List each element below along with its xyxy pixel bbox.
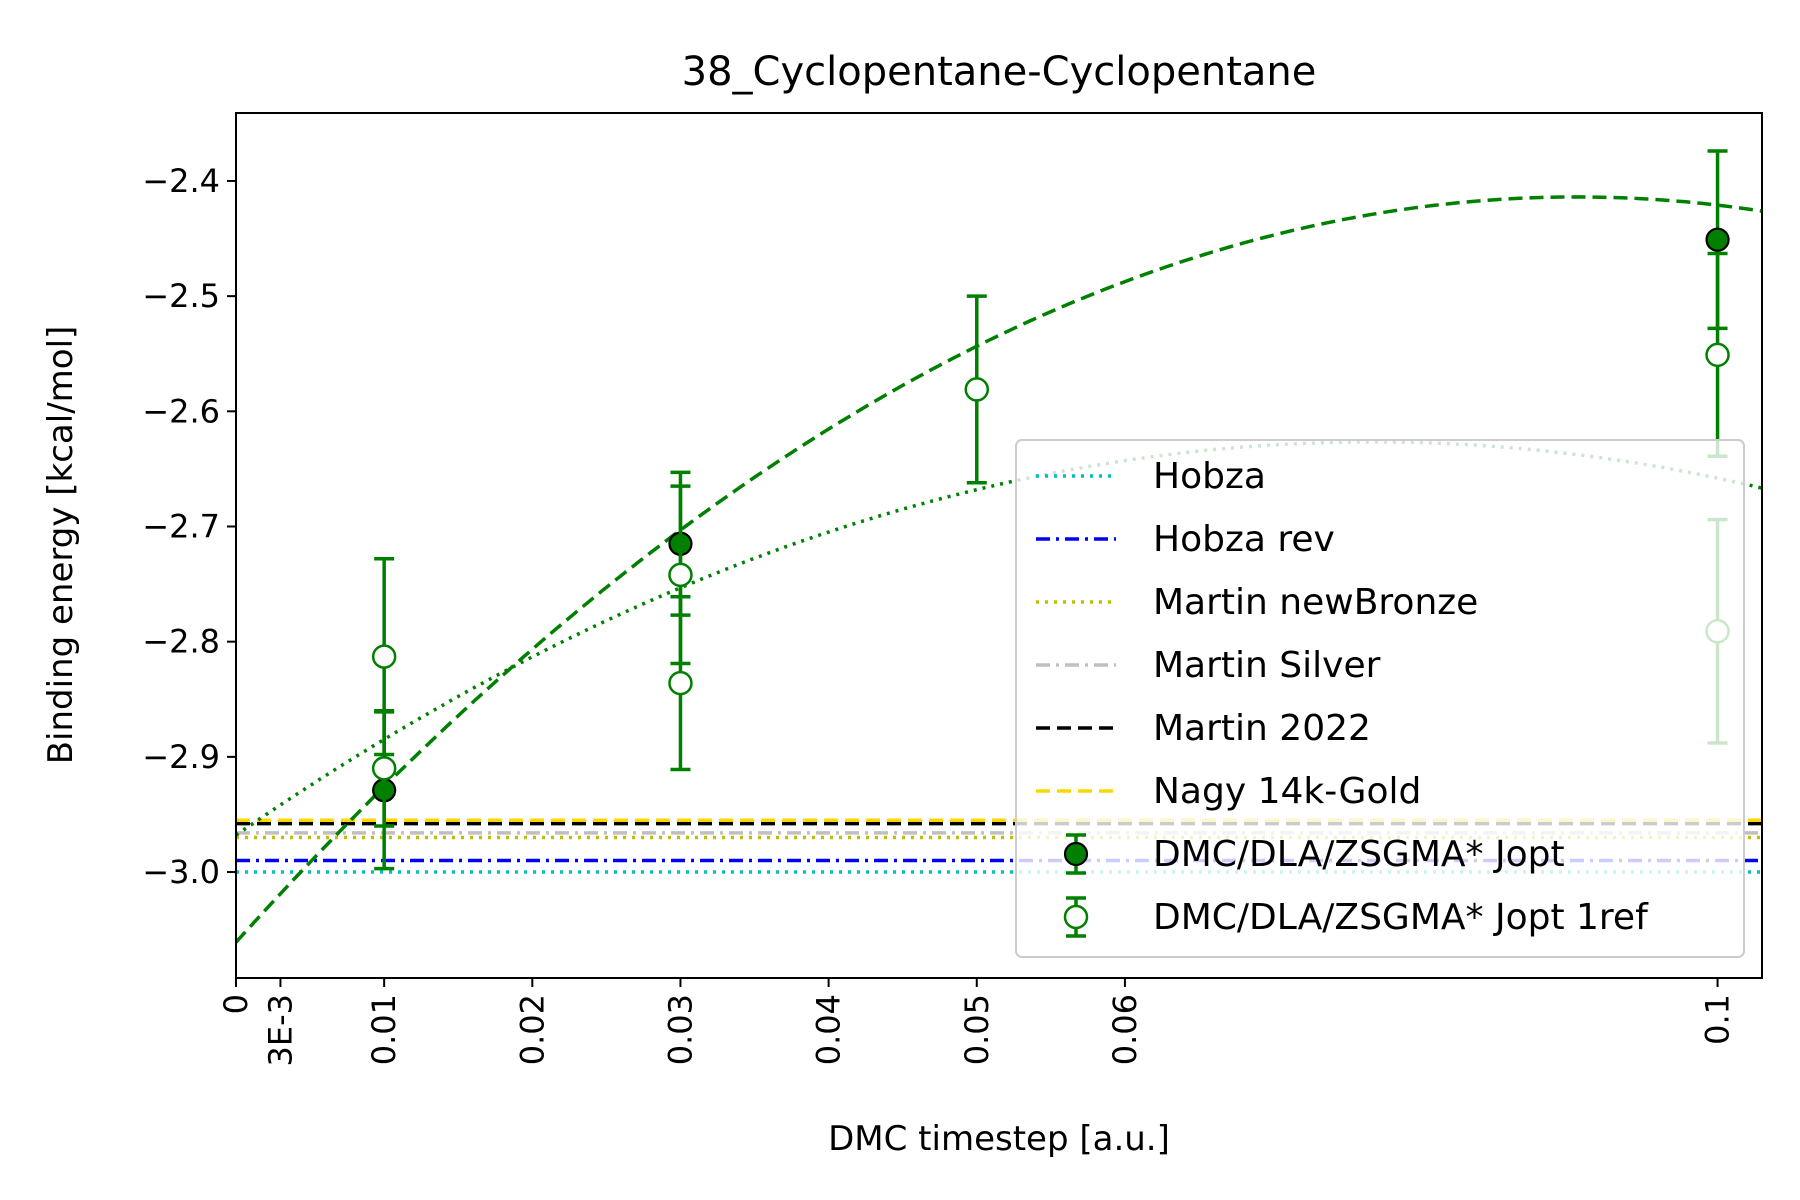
legend-marker xyxy=(1063,904,1089,930)
legend-label: Martin newBronze xyxy=(1153,582,1478,623)
y-tick-label: −2.7 xyxy=(142,507,220,545)
legend-label: Nagy 14k-Gold xyxy=(1153,771,1421,812)
y-axis-label: Binding energy [kcal/mol] xyxy=(41,326,81,765)
y-tick-label: −3.0 xyxy=(142,853,220,891)
x-tick-label: 0.01 xyxy=(365,994,403,1065)
data-point xyxy=(1705,227,1730,252)
x-axis-ticks: 0 3E-3 0.01 0.02 0.03 0.04 0.05 0.06 0.1 xyxy=(217,978,1737,1066)
legend-label: Hobza rev xyxy=(1153,519,1335,560)
x-tick-label: 0.1 xyxy=(1699,994,1737,1045)
legend-label: DMC/DLA/ZSGMA* Jopt 1ref xyxy=(1153,897,1649,938)
fit-curve xyxy=(236,195,1762,944)
y-tick-label: −2.5 xyxy=(142,277,220,315)
x-tick-label: 0 xyxy=(217,994,255,1014)
x-tick-label: 0.05 xyxy=(958,994,996,1065)
y-tick-label: −2.8 xyxy=(142,623,220,661)
x-tick-label: 3E-3 xyxy=(261,994,299,1066)
legend-marker xyxy=(1063,841,1089,867)
plot-frame xyxy=(235,112,1763,979)
fit-curves xyxy=(236,195,1762,944)
data-point xyxy=(964,377,990,402)
legend-label: DMC/DLA/ZSGMA* Jopt xyxy=(1153,834,1565,875)
legend-box xyxy=(1015,439,1745,958)
x-tick-label: 0.06 xyxy=(1106,994,1144,1065)
data-point xyxy=(668,562,693,588)
legend-label: Hobza xyxy=(1153,456,1266,497)
data-point xyxy=(371,644,397,669)
data-point xyxy=(1705,342,1730,368)
x-tick-label: 0.02 xyxy=(513,994,551,1065)
data-point xyxy=(668,670,693,696)
x-tick-label: 0.03 xyxy=(661,994,699,1065)
legend: Hobza Hobza rev Martin newBronze Martin Sil… xyxy=(1015,439,1745,958)
legend-label: Martin Silver xyxy=(1153,645,1381,686)
y-tick-label: −2.9 xyxy=(142,738,220,776)
y-axis-ticks: −2.4 −2.5 −2.6 −2.7 −2.8 −2.9 −3.0 xyxy=(142,162,236,891)
x-tick-label: 0.04 xyxy=(810,994,848,1065)
fit-curve xyxy=(236,440,1762,837)
x-axis-label: DMC timestep [a.u.] xyxy=(828,1119,1170,1159)
y-tick-label: −2.6 xyxy=(142,392,220,430)
data-point xyxy=(371,756,397,781)
legend-label: Martin 2022 xyxy=(1153,708,1371,749)
y-tick-label: −2.4 xyxy=(142,162,220,200)
chart-title: 38_Cyclopentane-Cyclopentane xyxy=(682,49,1317,95)
